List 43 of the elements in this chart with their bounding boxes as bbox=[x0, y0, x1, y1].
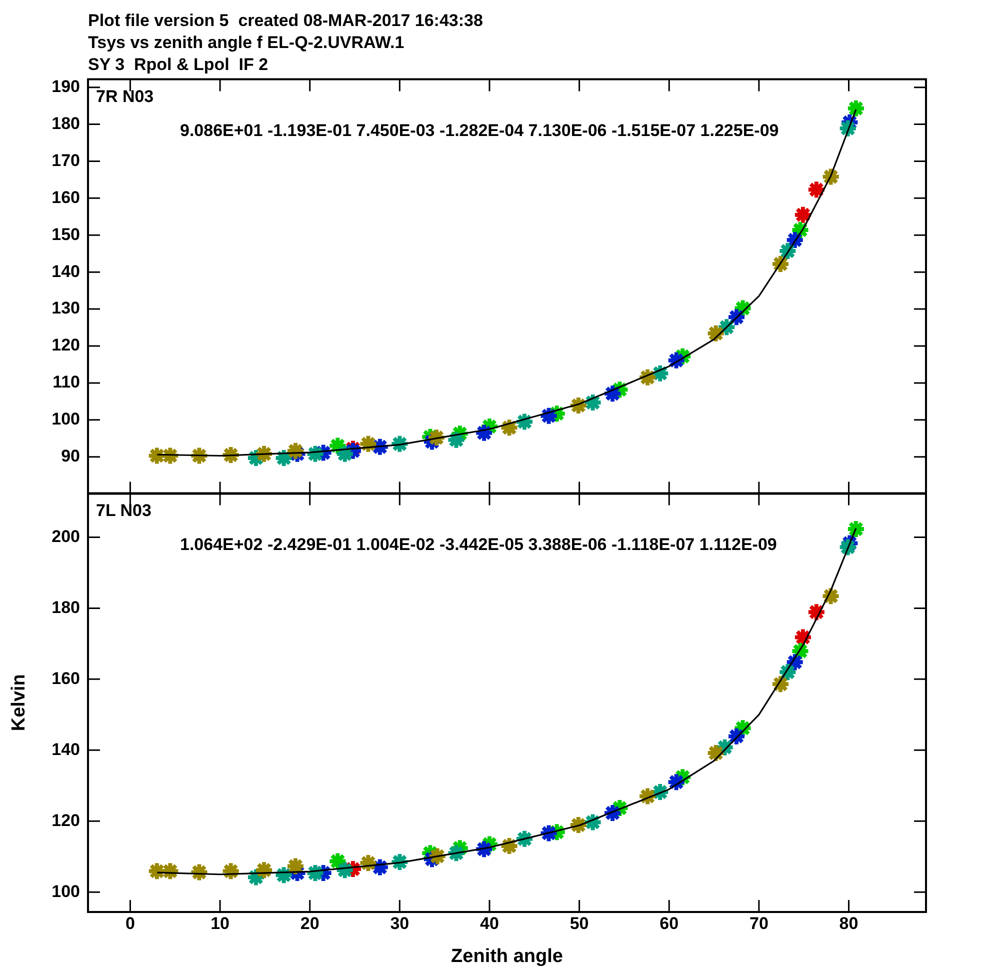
y-tick-label: 200 bbox=[52, 526, 80, 546]
y-tick-label: 150 bbox=[52, 224, 80, 244]
x-axis-title: Zenith angle bbox=[451, 946, 563, 967]
point bbox=[160, 861, 180, 882]
x-tick-label: 70 bbox=[749, 914, 768, 933]
y-tick-label: 190 bbox=[52, 77, 80, 96]
point bbox=[189, 862, 210, 882]
x-tick-label: 10 bbox=[210, 914, 230, 933]
point bbox=[285, 856, 306, 876]
y-tick-label: 110 bbox=[52, 372, 80, 392]
y-tick-label: 180 bbox=[52, 598, 80, 617]
y-tick-label: 100 bbox=[52, 410, 80, 429]
point bbox=[499, 418, 520, 438]
x-tick-label: 50 bbox=[570, 914, 589, 933]
point bbox=[220, 861, 241, 882]
x-tick-label: 20 bbox=[300, 914, 320, 933]
annotation: 9.086E+01 -1.193E-01 7.450E-03 -1.282E-04 7.130E-06 -1.515E-07 1.225E-09 bbox=[180, 120, 779, 140]
chart-subtitle: Tsys vs zenith angle f EL-Q-2.UVRAW.1 SY 3 Rpol & Lpol IF 2 bbox=[88, 32, 406, 76]
y-tick-label: 160 bbox=[52, 668, 80, 688]
annotation: 7L N03 bbox=[96, 500, 152, 520]
y-tick-label: 120 bbox=[52, 336, 80, 355]
x-tick-label: 40 bbox=[480, 914, 499, 933]
y-tick-label: 120 bbox=[52, 810, 80, 830]
y-tick-label: 160 bbox=[52, 188, 80, 207]
x-tick-label: 60 bbox=[660, 914, 679, 933]
point bbox=[806, 180, 826, 200]
annotation: 1.064E+02 -2.429E-01 1.004E-02 -3.442E-05 3.388E-06 -1.118E-07 1.112E-09 bbox=[180, 534, 777, 554]
y-tick-label: 180 bbox=[52, 114, 80, 133]
point bbox=[792, 204, 813, 225]
x-tick-label: 30 bbox=[390, 914, 410, 933]
point bbox=[846, 98, 866, 118]
y-tick-label: 130 bbox=[52, 298, 80, 318]
chart-title: Plot file version 5 created 08-MAR-2017 16:43:38 bbox=[88, 10, 484, 32]
point bbox=[446, 430, 466, 450]
y-tick-label: 140 bbox=[52, 740, 80, 759]
y-tick-label: 90 bbox=[61, 446, 80, 466]
x-tick-label: 0 bbox=[125, 914, 135, 933]
x-tick-label: 80 bbox=[839, 914, 858, 933]
y-axis-title: Kelvin bbox=[8, 674, 30, 732]
y-tick-label: 140 bbox=[52, 262, 80, 281]
annotation: 7R N03 bbox=[96, 86, 154, 106]
y-tick-label: 170 bbox=[52, 150, 80, 170]
y-tick-label: 100 bbox=[52, 882, 80, 901]
